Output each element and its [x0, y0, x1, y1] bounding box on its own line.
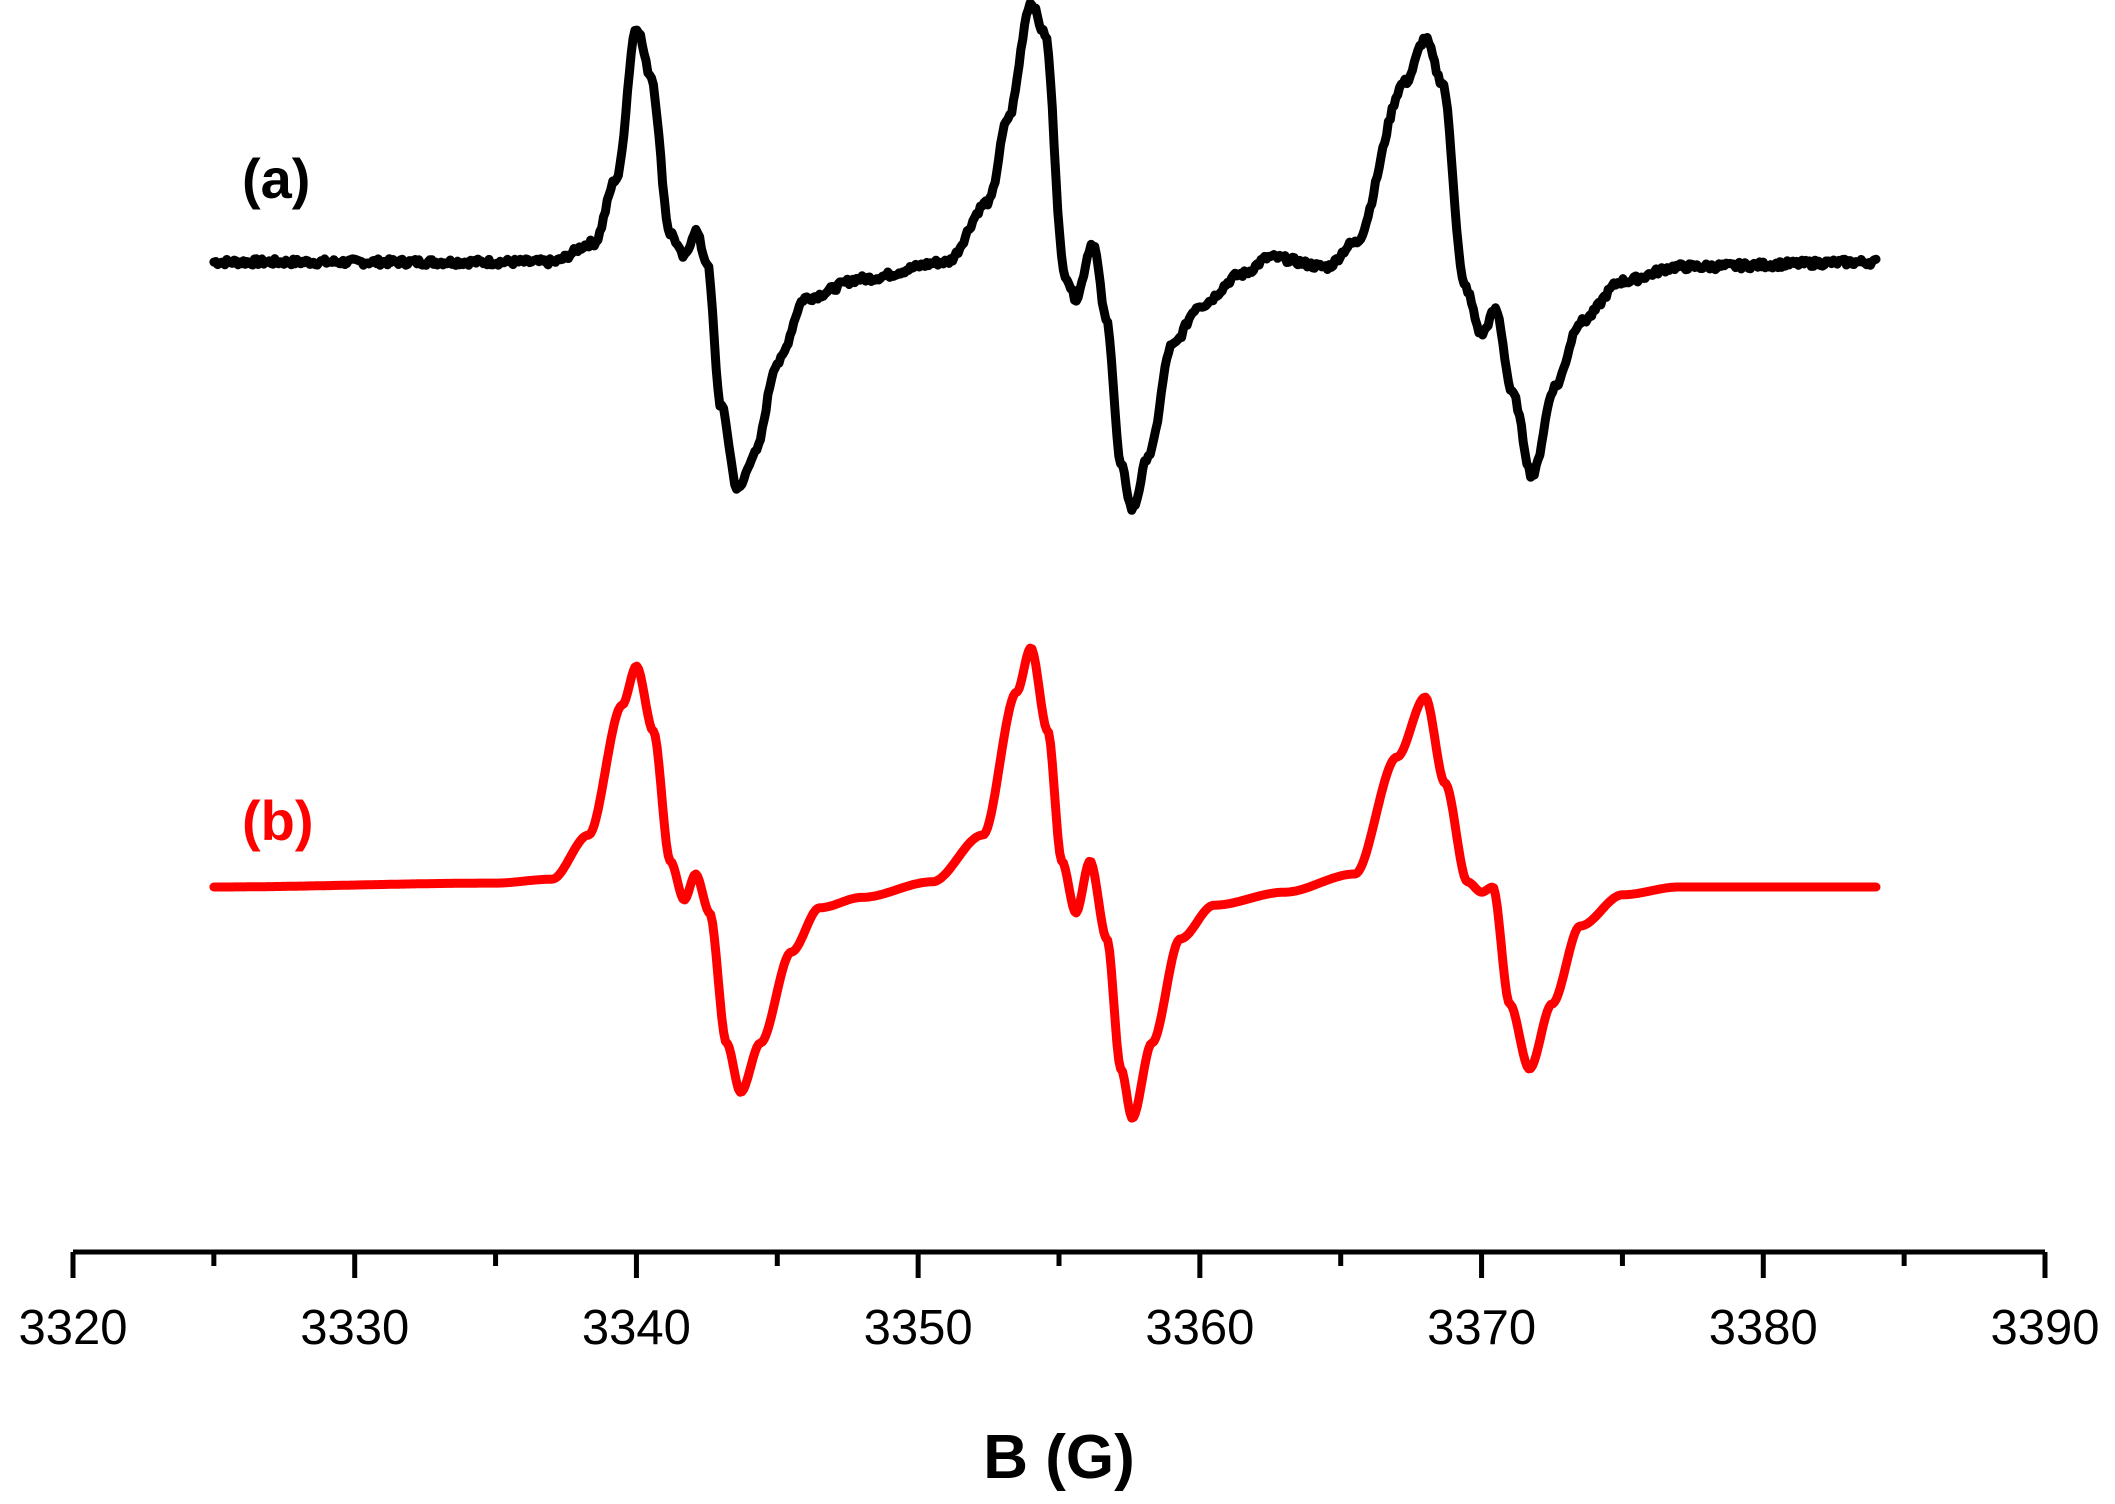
- plot-area: (a) (b): [209, 0, 1881, 1123]
- x-tick-label: 3380: [1709, 1301, 1818, 1355]
- series-label-b: (b): [242, 789, 314, 852]
- x-tick-label: 3320: [18, 1301, 127, 1355]
- x-tick-label: 3330: [300, 1301, 409, 1355]
- x-tick-label: 3340: [582, 1301, 691, 1355]
- series-line-b: [209, 643, 1881, 1123]
- series-line-a: [209, 0, 1881, 515]
- series-label-a: (a): [242, 147, 310, 210]
- x-tick-label: 3370: [1427, 1301, 1536, 1355]
- x-tick-label: 3390: [1990, 1301, 2099, 1355]
- x-tick-label: 3360: [1145, 1301, 1254, 1355]
- x-tick-label: 3350: [864, 1301, 973, 1355]
- x-axis: 3320 3330 3340 3350 3360 3370 3380 3390: [18, 1249, 2100, 1355]
- x-axis-title: B (G): [983, 1423, 1135, 1492]
